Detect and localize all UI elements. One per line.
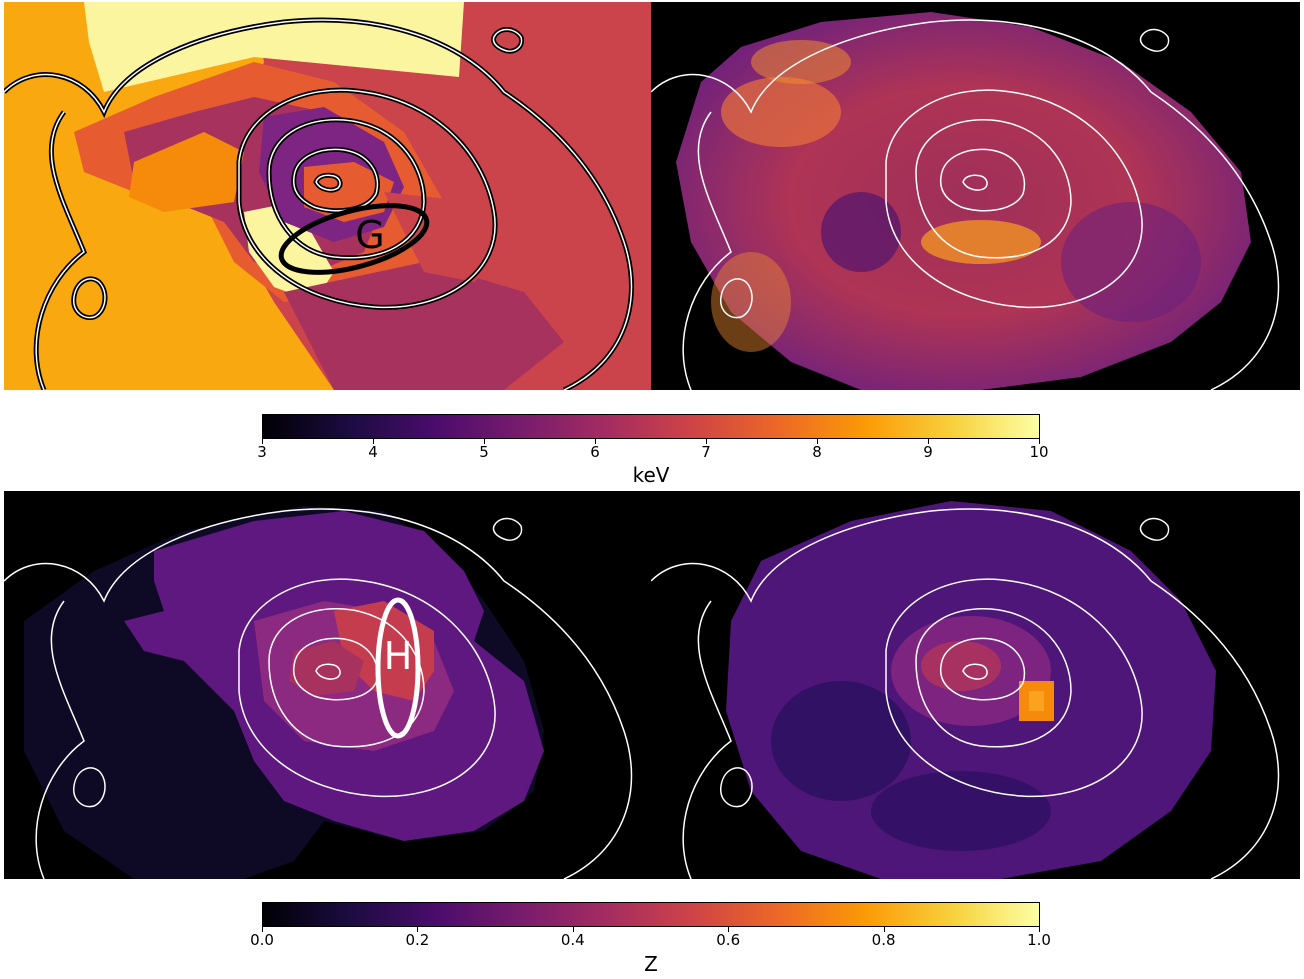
colorbar-tick-label: 0.6 [716, 931, 741, 949]
colorbar-tick-mark [373, 439, 374, 444]
colorbar-tick-mark [928, 439, 929, 444]
region-g-hot-spot [244, 202, 334, 302]
contour-lines [4, 17, 634, 390]
metallicity-colorbar [262, 902, 1040, 927]
colorbar-tick-label: 3 [257, 443, 267, 461]
low-metal-patch-south [871, 771, 1051, 851]
region-west-hot [129, 132, 244, 212]
high-metal-core [921, 641, 1001, 691]
contour-lines-right [651, 19, 1280, 390]
metallicity-pixel-svg [651, 501, 1280, 879]
colorbar-tick-mark [262, 439, 263, 444]
temperature-pixel-svg [651, 12, 1280, 390]
cool-patch-west [821, 192, 901, 272]
region-g-ellipse [278, 203, 430, 275]
colorbar-tick-label: 8 [812, 443, 822, 461]
metallicity-binned-map: H [4, 491, 651, 879]
region-south-magenta [284, 262, 564, 390]
temperature-binned-svg: G [4, 2, 651, 390]
hot-patch-north [751, 40, 851, 84]
hot-patch-nw [721, 77, 841, 147]
colorbar-tick-label: 0.8 [871, 931, 896, 949]
colorbar-tick-mark [572, 927, 574, 932]
contour-lines-bottom-right [651, 508, 1280, 879]
colorbar-tick-label: 6 [590, 443, 600, 461]
metallicity-colorbar-label: Z [644, 952, 658, 976]
contour-lines-bottom-left [4, 508, 633, 879]
colorbar-tick-label: 7 [701, 443, 711, 461]
colorbar-tick-label: 5 [479, 443, 489, 461]
region-h-label: H [384, 634, 413, 678]
colorbar-tick-label: 9 [923, 443, 933, 461]
colorbar-tick-label: 1.0 [1027, 931, 1051, 949]
colorbar-tick-mark [728, 927, 730, 932]
colorbar-tick-mark [417, 927, 419, 932]
temperature-pixel-map [651, 2, 1300, 390]
colorbar-tick-mark [1039, 927, 1040, 932]
colorbar-tick-label: 10 [1029, 443, 1049, 461]
region-east-red [384, 192, 504, 282]
temperature-binned-map: G [4, 2, 651, 390]
hot-patch-g [921, 220, 1041, 264]
colorbar-tick-mark [1039, 439, 1040, 444]
colorbar-tick-mark [595, 439, 596, 444]
colorbar-tick-mark [484, 439, 485, 444]
colorbar-tick-mark [262, 927, 263, 932]
colorbar-tick-mark [706, 439, 707, 444]
colorbar-tick-label: 0.0 [250, 931, 274, 949]
high-metal-hotspot-center [1029, 691, 1044, 711]
low-metal-patch-west [771, 681, 911, 801]
colorbar-tick-label: 0.4 [560, 931, 585, 949]
colorbar-tick-label: 0.2 [405, 931, 430, 949]
colorbar-tick-mark [817, 439, 818, 444]
core-ring [289, 641, 364, 696]
colorbar-tick-label: 4 [368, 443, 378, 461]
temperature-colorbar [262, 414, 1040, 439]
metallicity-pixel-map [651, 491, 1300, 879]
region-h-ellipse [375, 597, 421, 739]
region-g-label: G [355, 213, 384, 257]
temperature-colorbar-label: keV [632, 463, 670, 487]
metallicity-binned-svg: H [4, 506, 633, 879]
colorbar-tick-mark [883, 927, 885, 932]
